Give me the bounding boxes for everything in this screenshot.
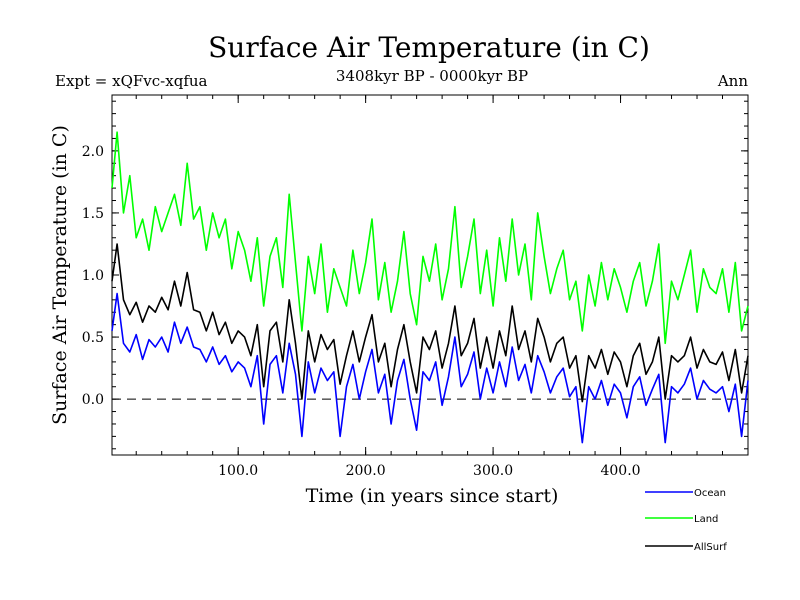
time-range-label: 3408kyr BP - 0000kyr BP bbox=[336, 67, 528, 85]
y-tick-label: 0.5 bbox=[82, 330, 104, 346]
y-tick-label: 1.0 bbox=[82, 268, 104, 284]
y-axis-label: Surface Air Temperature (in C) bbox=[49, 125, 71, 425]
series-line-land bbox=[111, 131, 749, 345]
legend-label-ocean: Ocean bbox=[694, 488, 726, 499]
y-tick-label: 0.0 bbox=[82, 392, 104, 408]
legend-label-land: Land bbox=[694, 514, 718, 525]
experiment-label: Expt = xQFvc-xqfua bbox=[55, 72, 208, 90]
legend: Ocean Land AllSurf bbox=[645, 488, 727, 553]
y-tick-label: 1.5 bbox=[82, 206, 104, 222]
x-axis-label: Time (in years since start) bbox=[306, 485, 559, 507]
x-tick-label: 300.0 bbox=[473, 463, 513, 479]
plot-area: 0.0 0.5 1.0 1.5 2.0 100.0 200.0 300.0 400.0 bbox=[82, 94, 749, 479]
season-label: Ann bbox=[717, 72, 748, 90]
x-tick-label: 100.0 bbox=[218, 463, 258, 479]
series-line-allsurf bbox=[111, 243, 749, 403]
legend-label-allsurf: AllSurf bbox=[694, 542, 727, 553]
x-tick-label: 200.0 bbox=[346, 463, 386, 479]
y-tick-label: 2.0 bbox=[82, 144, 104, 160]
x-tick-label: 400.0 bbox=[600, 463, 640, 479]
series-line-ocean bbox=[111, 292, 749, 444]
chart-title: Surface Air Temperature (in C) bbox=[208, 31, 650, 64]
